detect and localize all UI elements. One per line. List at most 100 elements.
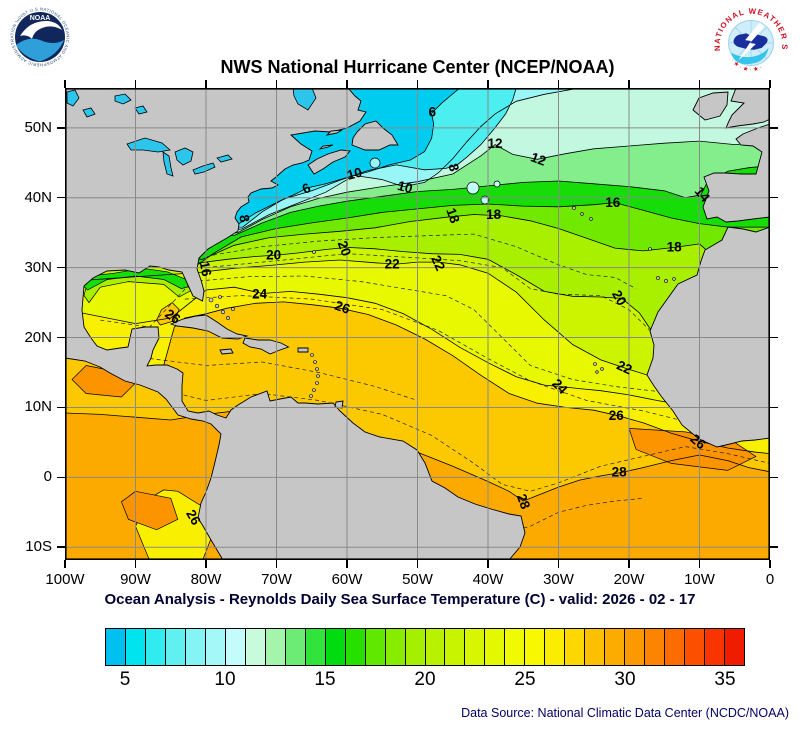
x-tick	[698, 560, 701, 568]
lake	[134, 105, 148, 115]
contour-label-10: 10	[345, 165, 363, 183]
contour-label-18: 18	[486, 207, 502, 222]
colorbar-cell	[485, 629, 506, 665]
noaa-wave-icon	[16, 38, 64, 62]
contour-label-12: 12	[529, 149, 548, 168]
colorbar-tick-label: 30	[614, 669, 636, 690]
lake	[126, 137, 171, 153]
island	[309, 394, 313, 398]
nws-lightning-icon	[738, 22, 765, 61]
y-tick-right	[770, 266, 778, 269]
x-tick	[769, 560, 771, 568]
landmass	[307, 149, 351, 175]
colorbar-cell	[345, 629, 366, 665]
colorbar-tick-label: 20	[414, 669, 436, 690]
colorbar-tick-label: 35	[714, 669, 736, 690]
x-tick	[64, 560, 66, 568]
y-tick	[57, 196, 65, 199]
contour-label-20: 20	[335, 239, 354, 258]
contour-label-28: 28	[514, 492, 533, 512]
x-tick-label: 20W	[613, 571, 645, 588]
island	[672, 277, 676, 281]
x-tick-label: 70W	[261, 571, 292, 588]
contour-line-24	[64, 286, 771, 418]
noaa-logo: NATIONAL OCEANIC AND ATMOSPHERIC ADMINIS…	[8, 5, 71, 68]
colorbar-cell	[165, 629, 186, 665]
colorbar-cell	[585, 629, 606, 665]
landmass	[297, 347, 309, 353]
island	[231, 307, 235, 311]
cold-eddy	[493, 180, 501, 188]
colorbar-cell	[425, 629, 446, 665]
x-tick	[557, 560, 560, 568]
colorbar-cell	[625, 629, 646, 665]
colorbar-cell	[205, 629, 226, 665]
colorbar-cell	[365, 629, 386, 665]
contour-label-18: 18	[443, 206, 462, 226]
contour-label-18: 18	[667, 240, 683, 255]
x-tick	[416, 560, 419, 568]
x-tick-label: 80W	[190, 571, 222, 588]
x-tick-label: 40W	[472, 571, 504, 588]
colorbar-tick-label: 10	[214, 669, 236, 690]
contour-line-10	[64, 87, 580, 234]
contour-label-6: 6	[429, 105, 437, 120]
island	[316, 374, 320, 378]
y-tick-label: 20N	[24, 328, 52, 346]
lake	[162, 151, 174, 177]
island	[656, 276, 660, 280]
colorbar-cell	[565, 629, 586, 665]
x-tick-top	[487, 80, 489, 88]
colorbar-cell	[505, 629, 526, 665]
x-tick	[487, 560, 489, 568]
island	[208, 297, 214, 303]
x-tick-label: 100W	[45, 571, 85, 588]
data-source-credit: Data Source: National Climatic Data Cent…	[461, 706, 789, 720]
colorbar-cell	[265, 629, 286, 665]
island	[218, 295, 222, 299]
colorbar-cell	[605, 629, 626, 665]
colorbar-cell	[685, 629, 706, 665]
landmass	[219, 348, 234, 355]
contour-line-14	[64, 165, 771, 241]
colorbar-cell	[465, 629, 486, 665]
dashed-contour	[149, 358, 418, 401]
lake	[114, 93, 132, 105]
y-tick-right	[770, 406, 778, 409]
contour-label-22: 22	[385, 256, 400, 271]
y-tick-right	[770, 196, 778, 199]
colorbar-cell	[325, 629, 346, 665]
x-tick	[134, 560, 137, 568]
colorbar-cell	[665, 629, 686, 665]
contour-label-10: 10	[396, 178, 414, 196]
contour-label-20: 20	[609, 288, 630, 309]
y-tick-right	[770, 546, 778, 548]
island	[648, 247, 652, 251]
x-tick-top	[64, 80, 66, 88]
y-tick	[57, 266, 65, 269]
island	[595, 370, 599, 374]
landmass	[325, 129, 343, 136]
contour-label-22: 22	[614, 357, 634, 377]
colorbar-cell	[225, 629, 246, 665]
colorbar-cell	[245, 629, 266, 665]
x-tick-top	[698, 80, 701, 88]
x-tick	[205, 560, 207, 568]
contour-label-12: 12	[488, 136, 503, 151]
contour-label-22: 22	[428, 253, 448, 273]
map-frame	[65, 88, 771, 560]
island	[315, 367, 319, 371]
dashed-contour	[149, 386, 771, 492]
nws-wave-icon	[731, 47, 769, 65]
colorbar-tick-label: 25	[514, 669, 536, 690]
page-title: NWS National Hurricane Center (NCEP/NOAA…	[220, 57, 615, 77]
island	[315, 381, 319, 385]
colorbar-cell	[145, 629, 166, 665]
y-tick-label: 0	[43, 468, 52, 486]
colorbar-cell	[405, 629, 426, 665]
contour-label-8: 8	[445, 162, 462, 174]
x-tick-top	[205, 80, 207, 88]
colorbar-cell	[305, 629, 326, 665]
island	[312, 388, 316, 392]
noaa-logo-label: NOAA	[30, 15, 51, 22]
